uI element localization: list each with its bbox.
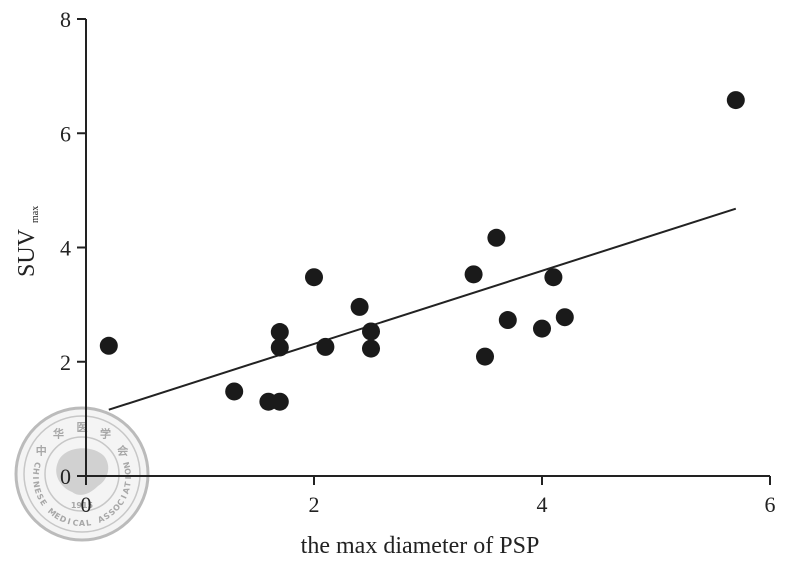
svg-text:1915: 1915 [71,501,94,510]
data-point [498,311,517,330]
svg-text:max: max [30,206,41,223]
data-point [316,337,335,356]
y-tick-label: 0 [60,464,71,489]
svg-text:N: N [31,480,41,488]
y-tick-label: 6 [60,121,71,146]
svg-text:A: A [96,514,106,525]
data-point [270,338,289,357]
svg-text:学: 学 [100,426,111,440]
svg-text:T: T [123,481,133,488]
svg-text:M: M [46,506,58,518]
data-point [270,392,289,411]
svg-text:医: 医 [77,421,88,434]
svg-text:N: N [122,461,132,470]
data-point [362,339,380,358]
svg-text:O: O [123,467,133,475]
data-point [350,297,369,316]
svg-text:C: C [115,498,126,508]
svg-text:E: E [32,487,42,495]
data-point [305,268,323,287]
svg-text:I: I [66,517,71,526]
y-tick-label: 8 [60,7,71,32]
svg-text:S: S [35,492,46,501]
data-point [225,382,244,401]
svg-text:S: S [107,507,117,518]
data-point [362,322,380,341]
data-point [533,319,551,338]
regression-line [108,207,737,411]
svg-text:C: C [32,461,42,469]
svg-text:中: 中 [36,444,47,458]
svg-text:H: H [31,468,41,476]
data-point [270,323,289,342]
svg-text:会: 会 [117,444,129,458]
y-axis-label: SUV max [14,206,41,277]
svg-text:D: D [58,514,68,525]
svg-text:O: O [111,502,122,513]
data-point [464,265,483,284]
svg-text:C: C [72,518,79,528]
svg-text:I: I [124,476,133,479]
x-tick-label: 6 [765,492,776,517]
data-point [487,228,506,247]
x-tick-label: 2 [309,492,320,517]
svg-text:华: 华 [53,426,64,440]
x-tick-label: 0 [81,492,92,517]
svg-text:A: A [79,519,86,528]
data-point [544,268,563,287]
svg-text:L: L [85,518,91,528]
y-tick-label: 2 [60,350,71,375]
data-point [99,336,118,355]
svg-text:I: I [119,494,128,501]
svg-text:E: E [38,498,49,508]
y-tick-label: 4 [60,236,71,261]
x-tick-label: 4 [537,492,548,517]
data-point [476,347,494,366]
svg-text:SUV: SUV [14,228,40,277]
svg-text:E: E [52,511,61,522]
data-point [555,308,574,327]
svg-text:I: I [31,476,40,479]
svg-text:S: S [102,511,112,522]
x-axis-label: the max diameter of PSP [301,533,540,559]
chinese-medical-association-seal: 1915 中华医学会CHINESE MEDI C A L ASSOCIATION [14,406,150,542]
data-point [726,91,745,110]
svg-text:A: A [121,486,132,495]
